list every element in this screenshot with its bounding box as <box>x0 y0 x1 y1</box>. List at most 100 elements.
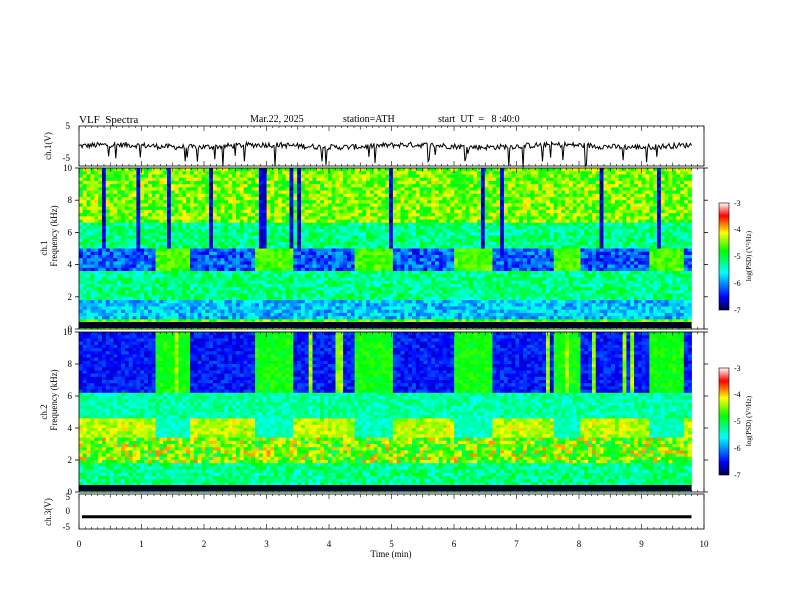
spec-cell <box>216 206 222 211</box>
spec-cell <box>289 254 294 259</box>
spec-cell <box>419 225 424 230</box>
spec-cell <box>297 200 302 204</box>
spec-cell <box>450 193 455 198</box>
spec-cell <box>415 225 421 230</box>
spec-cell <box>427 206 432 211</box>
spec-cell <box>258 245 264 249</box>
spec-cell <box>281 283 287 288</box>
spec-cell <box>201 280 206 285</box>
spec-cell <box>446 180 451 185</box>
spec-cell <box>400 229 405 233</box>
spec-cell <box>247 280 252 285</box>
spec-cell <box>274 271 279 275</box>
spec-cell <box>320 174 325 179</box>
spec-cell <box>174 274 179 278</box>
spec-cell <box>79 248 84 253</box>
spec-cell <box>308 306 313 311</box>
spec-cell <box>431 219 436 224</box>
spec-cell <box>346 193 352 198</box>
spec-cell <box>278 232 283 237</box>
spec-cell <box>90 312 95 317</box>
spec-cell <box>404 303 409 307</box>
spec-cell <box>163 229 168 233</box>
figure-title: VLF Spectra <box>79 114 139 126</box>
spec-cell <box>346 168 352 172</box>
spec-cell <box>412 242 417 246</box>
spec-cell <box>350 290 356 294</box>
spec-cell <box>377 303 382 307</box>
spec-cell <box>86 200 91 204</box>
spec-cell <box>167 290 172 294</box>
spec-cell <box>197 168 202 172</box>
spec-cell <box>377 190 382 195</box>
spec-cell <box>170 177 176 182</box>
spec-cell <box>450 203 455 208</box>
spec-cell <box>297 296 302 301</box>
spec-cell <box>412 184 417 188</box>
spec-cell <box>446 264 451 269</box>
spec-cell <box>454 209 459 214</box>
spec-cell <box>136 261 141 265</box>
spec-cell <box>346 312 352 317</box>
spec-cell <box>121 222 126 227</box>
spec-cell <box>373 287 378 291</box>
spec-cell <box>377 238 382 243</box>
spec-cell <box>289 206 294 211</box>
spec-cell <box>320 184 325 188</box>
spec-cell <box>197 206 202 211</box>
spec-cell <box>205 316 210 320</box>
spec-cell <box>113 213 118 217</box>
spec-cell <box>243 261 248 265</box>
spec-cell <box>435 209 440 214</box>
spec-cell <box>251 184 256 188</box>
spec-cell <box>385 222 390 227</box>
spec-cell <box>308 177 313 182</box>
spec-cell <box>400 216 405 220</box>
spec-cell <box>396 277 401 282</box>
spec-cell <box>140 180 145 185</box>
spec-cell <box>446 312 451 317</box>
spec-cell <box>281 312 287 317</box>
spec-cell <box>190 206 195 211</box>
spec-cell <box>124 193 130 198</box>
spec-cell <box>174 316 179 320</box>
spec-cell <box>438 209 444 214</box>
spec-cell <box>339 290 344 294</box>
spec-cell <box>457 219 463 224</box>
spec-cell <box>216 219 222 224</box>
spec-cell <box>427 190 432 195</box>
spec-cell <box>186 200 191 204</box>
spec-cell <box>369 187 375 191</box>
spec-cell <box>170 174 176 179</box>
spec-cell <box>331 296 336 301</box>
spec-cell <box>247 306 252 311</box>
spec-cell <box>304 184 310 188</box>
spec-cell <box>251 200 256 204</box>
spec-cell <box>419 213 424 217</box>
spec-cell <box>293 287 298 291</box>
spec-cell <box>442 316 447 320</box>
spec-cell <box>278 316 283 320</box>
spec-cell <box>193 309 199 314</box>
spec-cell <box>442 264 447 269</box>
spec-cell <box>239 225 245 230</box>
spec-cell <box>121 177 126 182</box>
spec-cell <box>389 174 394 179</box>
spec-cell <box>335 238 340 243</box>
spec-cell <box>304 267 310 272</box>
spec-cell <box>170 312 176 317</box>
spec-cell <box>170 258 176 262</box>
spec-cell <box>243 254 248 259</box>
spec-cell <box>316 200 321 204</box>
spec-cell <box>412 219 417 224</box>
spec-cell <box>243 187 248 191</box>
spec-cell <box>446 261 451 265</box>
spec-cell <box>140 216 145 220</box>
spec-cell <box>289 225 294 230</box>
spec-cell <box>266 219 271 224</box>
spec-cell <box>335 312 340 317</box>
spec-cell <box>105 193 111 198</box>
spec-cell <box>446 235 451 240</box>
spec-cell <box>308 319 313 323</box>
spec-cell <box>247 196 252 201</box>
